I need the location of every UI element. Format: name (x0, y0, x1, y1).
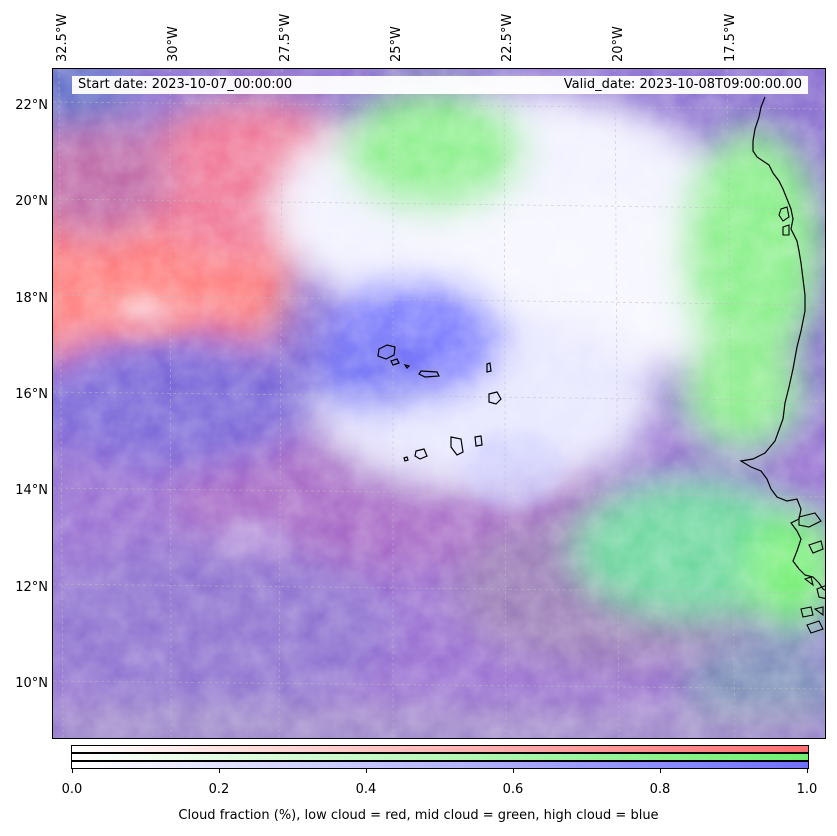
cape-verde-islands (377, 344, 502, 462)
valid-date: Valid_date: 2023-10-08T09:00:00.00 (563, 77, 802, 92)
lat-label-22n: 22°N (15, 98, 48, 113)
lat-label-18n: 18°N (15, 291, 48, 306)
date-info-bar: Start date: 2023-10-07_00:00:00 Valid_da… (72, 76, 808, 94)
cb-tick-0-6: 0.6 (502, 782, 524, 797)
lon-label-27-5w: 27.5°W (278, 13, 293, 62)
cb-tick-0: 0.0 (61, 782, 83, 797)
cb-tick-1: 1.0 (796, 782, 818, 797)
lat-label-12n: 12°N (15, 580, 48, 595)
lat-label-16n: 16°N (15, 387, 48, 402)
colorbar-mid-cloud (71, 753, 809, 761)
start-date: Start date: 2023-10-07_00:00:00 (78, 77, 293, 92)
coastal-features (778, 206, 825, 634)
texture (53, 69, 825, 738)
cb-tick-0-2: 0.2 (208, 782, 230, 797)
lon-label-25w: 25°W (389, 26, 404, 62)
colorbar-low-cloud (71, 745, 809, 753)
lon-label-20w: 20°W (611, 26, 626, 62)
colorbar-caption: Cloud fraction (%), low cloud = red, mid… (178, 808, 659, 823)
cb-tickmark (366, 769, 367, 773)
cloud-fraction-map (52, 68, 826, 739)
cb-tickmark (219, 769, 220, 773)
colorbar (71, 745, 809, 769)
lon-label-32-5w: 32.5°W (55, 13, 70, 62)
lon-label-17-5w: 17.5°W (723, 13, 738, 62)
cb-tick-0-8: 0.8 (649, 782, 671, 797)
cb-tick-0-4: 0.4 (355, 782, 377, 797)
colorbar-high-cloud (71, 761, 809, 769)
cb-tickmark (513, 769, 514, 773)
map-canvas (53, 69, 825, 738)
cb-tickmark (660, 769, 661, 773)
cb-tickmark (72, 769, 73, 773)
lat-label-14n: 14°N (15, 483, 48, 498)
lon-label-30w: 30°W (166, 26, 181, 62)
lat-label-20n: 20°N (15, 194, 48, 209)
lon-label-22-5w: 22.5°W (500, 13, 515, 62)
africa-coastline (739, 96, 825, 591)
graticule (53, 69, 825, 738)
lat-label-10n: 10°N (15, 676, 48, 691)
cb-tickmark (807, 769, 808, 773)
